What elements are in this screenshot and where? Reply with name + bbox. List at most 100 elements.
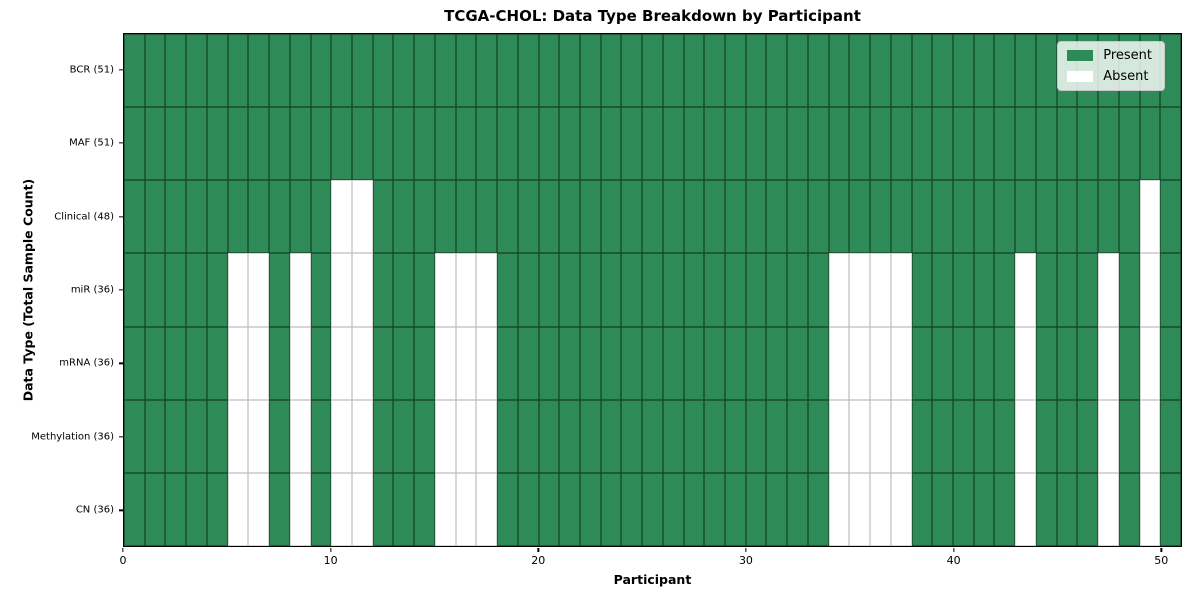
heatmap-cell-BCR-27 [683,34,705,108]
heatmap-cell-miR-10 [331,253,352,327]
heatmap-cell-Clinical-16 [455,180,477,254]
heatmap-cell-miR-41 [973,253,995,327]
heatmap-cell-mRNA-12 [372,326,394,400]
heatmap-cell-MAF-11 [351,107,373,181]
heatmap-cell-mRNA-32 [787,326,808,400]
heatmap-cell-miR-8 [289,253,311,327]
heatmap-cell-miR-35 [849,253,871,327]
heatmap-cell-miR-13 [393,253,415,327]
heatmap-cell-miR-32 [787,253,808,327]
heatmap-cell-CN-49 [1139,472,1161,546]
heatmap-cell-miR-45 [1056,253,1078,327]
heatmap-cell-Methylation-6 [248,399,270,473]
heatmap-cell-Clinical-30 [745,180,767,254]
heatmap-cell-MAF-25 [642,107,663,181]
x-tick-label-20: 20 [531,554,546,567]
heatmap-cell-MAF-27 [683,107,705,181]
x-tick-mark [122,547,124,552]
heatmap-cell-MAF-45 [1056,107,1078,181]
heatmap-cell-BCR-25 [642,34,663,108]
heatmap-cell-Clinical-50 [1160,180,1181,254]
heatmap-cell-Clinical-13 [393,180,415,254]
heatmap-cell-MAF-37 [890,107,912,181]
heatmap-cell-MAF-39 [932,107,954,181]
heatmap-cell-BCR-29 [725,34,746,108]
heatmap-cell-mRNA-19 [517,326,539,400]
heatmap-cell-Methylation-25 [642,399,663,473]
heatmap-cell-CN-26 [662,472,684,546]
heatmap-cell-miR-18 [497,253,518,327]
heatmap-cell-Methylation-7 [269,399,290,473]
heatmap-cell-CN-47 [1098,472,1119,546]
heatmap-cell-mRNA-3 [186,326,207,400]
heatmap-cell-Methylation-29 [725,399,746,473]
heatmap-cell-mRNA-41 [973,326,995,400]
heatmap-cell-CN-25 [642,472,663,546]
heatmap-cell-BCR-7 [269,34,290,108]
heatmap-cell-mRNA-26 [662,326,684,400]
heatmap-cell-Methylation-33 [807,399,829,473]
heatmap-cell-miR-30 [745,253,767,327]
heatmap-cell-Methylation-42 [994,399,1016,473]
heatmap-cell-MAF-46 [1077,107,1099,181]
heatmap-cell-mRNA-0 [124,326,145,400]
heatmap-cell-miR-3 [186,253,207,327]
heatmap-cell-CN-12 [372,472,394,546]
heatmap-cell-MAF-23 [600,107,622,181]
heatmap-cell-mRNA-11 [351,326,373,400]
heatmap-cell-CN-40 [953,472,974,546]
heatmap-cell-mRNA-28 [704,326,726,400]
heatmap-cell-mRNA-7 [269,326,290,400]
heatmap-cell-MAF-44 [1035,107,1057,181]
heatmap-cell-mRNA-15 [434,326,456,400]
heatmap-cell-mRNA-20 [538,326,560,400]
heatmap-cell-Methylation-38 [911,399,933,473]
heatmap-cell-MAF-6 [248,107,270,181]
heatmap-cell-Clinical-36 [870,180,891,254]
heatmap-cell-BCR-37 [890,34,912,108]
heatmap-cell-miR-43 [1015,253,1036,327]
heatmap-cell-MAF-1 [144,107,166,181]
heatmap-cell-BCR-31 [766,34,788,108]
heatmap-cell-CN-14 [414,472,435,546]
x-tick-label-40: 40 [946,554,961,567]
heatmap-cell-mRNA-37 [890,326,912,400]
legend-label-present: Present [1103,48,1152,63]
legend-swatch-absent [1067,71,1094,82]
heatmap-cell-CN-4 [206,472,228,546]
heatmap-cell-mRNA-8 [289,326,311,400]
heatmap-cell-Clinical-49 [1139,180,1161,254]
heatmap-cell-Clinical-3 [186,180,207,254]
heatmap-cell-Clinical-9 [310,180,332,254]
heatmap-cell-Methylation-21 [559,399,580,473]
heatmap-cell-Clinical-26 [662,180,684,254]
heatmap-cell-Methylation-5 [227,399,249,473]
heatmap-cell-BCR-14 [414,34,435,108]
heatmap-cell-Clinical-45 [1056,180,1078,254]
heatmap-cell-Clinical-43 [1015,180,1036,254]
heatmap-cell-miR-14 [414,253,435,327]
heatmap-cell-Methylation-14 [414,399,435,473]
heatmap-cell-CN-33 [807,472,829,546]
heatmap-cell-CN-32 [787,472,808,546]
heatmap-cell-miR-40 [953,253,974,327]
heatmap-cell-BCR-30 [745,34,767,108]
heatmap-cell-Methylation-48 [1118,399,1140,473]
heatmap-cell-miR-36 [870,253,891,327]
heatmap-cell-mRNA-49 [1139,326,1161,400]
heatmap-cell-MAF-43 [1015,107,1036,181]
heatmap-cell-mRNA-4 [206,326,228,400]
x-axis-ticks: 0 10 20 30 40 50 [120,547,1182,575]
heatmap-cell-Methylation-40 [953,399,974,473]
heatmap-cell-mRNA-38 [911,326,933,400]
heatmap-cell-BCR-10 [331,34,352,108]
heatmap-cell-CN-18 [497,472,518,546]
heatmap-cell-Clinical-33 [807,180,829,254]
heatmap-cell-Clinical-23 [600,180,622,254]
heatmap-cell-Clinical-32 [787,180,808,254]
heatmap-cell-Methylation-37 [890,399,912,473]
heatmap-cell-CN-31 [766,472,788,546]
heatmap-cell-mRNA-9 [310,326,332,400]
x-axis-title: Participant [613,572,692,587]
legend-swatch-present [1067,50,1094,61]
